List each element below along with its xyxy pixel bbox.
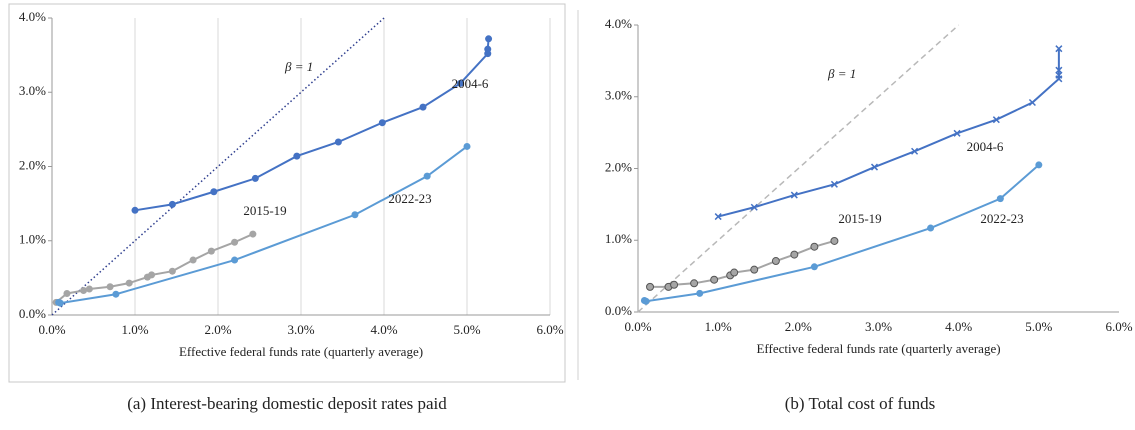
point — [996, 195, 1004, 203]
point — [810, 242, 819, 251]
reference-label: β = 1 — [284, 59, 313, 74]
y-tick-label: 2.0% — [605, 159, 632, 174]
series-label: 2004-6 — [452, 76, 489, 91]
point — [1028, 98, 1036, 107]
point — [112, 290, 120, 298]
point — [790, 191, 798, 199]
point — [210, 188, 218, 196]
point — [750, 265, 759, 274]
point — [148, 271, 156, 279]
point — [251, 174, 259, 182]
series-line — [58, 145, 468, 305]
point — [168, 200, 176, 208]
point — [207, 247, 215, 255]
point — [463, 142, 471, 150]
point — [710, 275, 719, 284]
x-tick-label: 2.0% — [785, 319, 812, 334]
x-tick-label: 2.0% — [204, 322, 231, 337]
point — [771, 257, 780, 266]
point — [953, 129, 961, 137]
x-tick-label: 6.0% — [536, 322, 563, 337]
x-tick-label: 3.0% — [287, 322, 314, 337]
point — [642, 297, 650, 305]
point — [231, 238, 239, 246]
point — [870, 163, 879, 171]
x-tick-label: 1.0% — [121, 322, 148, 337]
y-tick-label: 1.0% — [19, 232, 46, 247]
caption: (a) Interest-bearing domestic deposit ra… — [127, 394, 447, 413]
x-tick-label: 4.0% — [370, 322, 397, 337]
point — [85, 285, 93, 293]
series-label: 2022-23 — [980, 211, 1023, 226]
point — [1055, 45, 1063, 53]
point — [1055, 66, 1063, 74]
x-tick-label: 5.0% — [1025, 319, 1052, 334]
x-tick-label: 4.0% — [945, 319, 972, 334]
y-tick-label: 0.0% — [19, 306, 46, 321]
panel-frame — [8, 3, 566, 383]
x-tick-label: 0.0% — [624, 319, 651, 334]
point — [168, 267, 176, 275]
point — [830, 236, 839, 245]
point — [106, 283, 114, 291]
caption: (b) Total cost of funds — [785, 394, 936, 413]
point — [80, 286, 88, 294]
y-tick-label: 0.0% — [605, 303, 632, 318]
series-label: 2004-6 — [967, 139, 1004, 154]
point — [125, 279, 133, 287]
point — [419, 103, 427, 111]
point — [992, 116, 1000, 124]
point — [334, 138, 342, 146]
point — [790, 250, 799, 259]
point — [646, 282, 655, 291]
point — [927, 224, 935, 232]
point — [730, 268, 739, 277]
point — [189, 256, 197, 264]
y-tick-label: 3.0% — [19, 83, 46, 98]
y-tick-label: 3.0% — [605, 88, 632, 103]
series-label: 2022-23 — [388, 191, 431, 206]
point — [830, 180, 838, 188]
x-axis-label: Effective federal funds rate (quarterly … — [756, 341, 1000, 356]
series-label: 2015-19 — [243, 203, 286, 218]
x-tick-label: 0.0% — [38, 322, 65, 337]
point — [810, 263, 818, 271]
point — [293, 152, 301, 160]
reference-line — [637, 24, 960, 313]
x-tick-label: 3.0% — [865, 319, 892, 334]
x-tick-label: 6.0% — [1105, 319, 1132, 334]
x-axis-label: Effective federal funds rate (quarterly … — [179, 344, 423, 359]
point — [484, 45, 492, 53]
y-tick-label: 4.0% — [605, 16, 632, 31]
point — [423, 172, 431, 180]
point — [131, 206, 139, 214]
point — [351, 211, 359, 219]
x-tick-label: 1.0% — [705, 319, 732, 334]
point — [378, 119, 386, 127]
x-tick-label: 5.0% — [453, 322, 480, 337]
point — [249, 230, 257, 238]
point — [63, 289, 71, 297]
series-label: 2015-19 — [838, 211, 881, 226]
reference-label: β = 1 — [827, 66, 856, 81]
point — [670, 280, 679, 289]
series-line — [650, 240, 835, 288]
point — [1035, 161, 1043, 169]
point — [696, 289, 704, 297]
point — [231, 256, 239, 264]
point — [750, 203, 758, 211]
point — [911, 147, 919, 155]
y-tick-label: 4.0% — [19, 9, 46, 24]
point — [714, 213, 722, 221]
point — [485, 35, 493, 43]
y-tick-label: 2.0% — [19, 157, 46, 172]
point — [56, 299, 64, 307]
point — [456, 79, 464, 87]
point — [690, 279, 699, 288]
y-tick-label: 1.0% — [605, 231, 632, 246]
